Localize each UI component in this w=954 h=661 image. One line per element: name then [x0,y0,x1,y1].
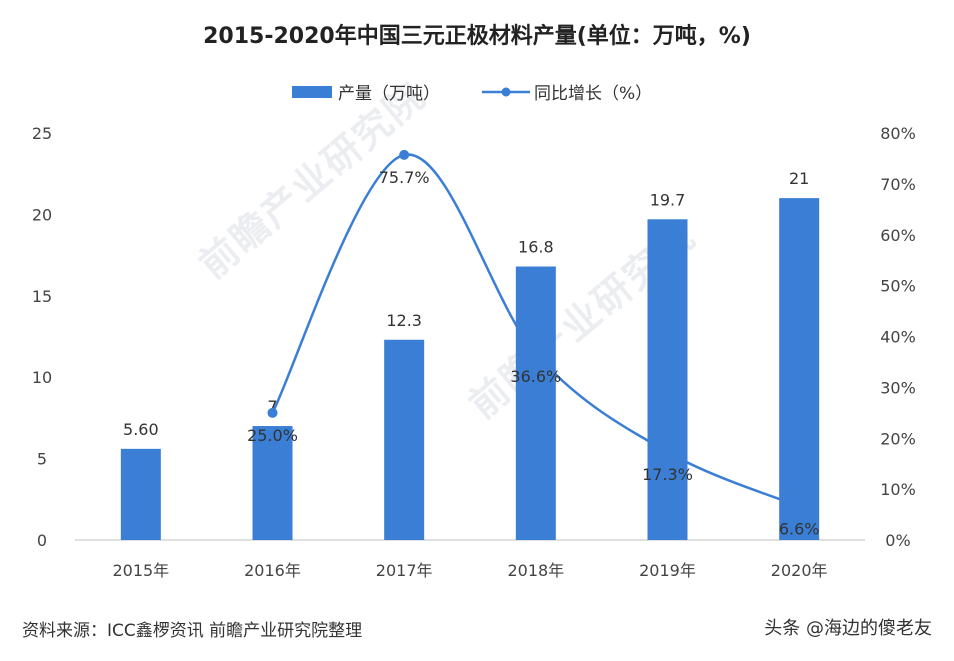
legend-bar-swatch [292,86,332,98]
growth-value-label: 17.3% [642,465,693,484]
legend-line-label: 同比增长（%） [534,84,652,104]
bar [779,198,820,540]
right-axis-tick-label: 50% [880,277,916,296]
credit-text: 头条 @海边的傻老友 [764,618,932,639]
source-note: 资料来源：ICC鑫椤资讯 前瞻产业研究院整理 [22,621,363,641]
growth-point [267,407,278,418]
right-axis-tick-label: 10% [880,480,916,499]
growth-value-label: 25.0% [247,426,298,445]
left-axis-tick-label: 10 [32,368,52,387]
left-axis-tick-label: 0 [37,531,47,550]
right-axis-tick-label: 20% [880,429,916,448]
left-axis-tick-label: 5 [37,450,47,469]
x-axis-tick-label: 2018年 [507,561,564,580]
x-axis-tick-label: 2015年 [112,561,169,580]
x-axis-tick-label: 2017年 [376,561,433,580]
right-axis-tick-label: 30% [880,378,916,397]
bar-value-label: 16.8 [518,237,554,256]
bar [515,266,556,540]
x-axis-tick-label: 2016年 [244,561,301,580]
right-axis-tick-label: 0% [885,531,910,550]
x-axis-tick-label: 2019年 [639,561,696,580]
legend-bar-label: 产量（万吨） [338,84,440,104]
bar [120,448,161,540]
growth-value-label: 36.6% [510,367,561,386]
growth-point [530,348,541,359]
growth-line [271,153,800,508]
growth-value-label: 75.7% [379,168,430,187]
growth-point [399,149,410,160]
bar [384,339,425,540]
bar-value-label: 12.3 [386,311,422,330]
growth-value-label: 6.6% [779,519,820,538]
right-axis-tick-label: 40% [880,328,916,347]
chart-title: 2015-2020年中国三元正极材料产量(单位：万吨，%) [203,24,751,49]
right-axis-tick-label: 60% [880,226,916,245]
bar-value-label: 5.60 [123,420,159,439]
bar-value-label: 7 [267,397,277,416]
left-axis-tick-label: 25 [32,124,52,143]
left-axis-tick-label: 20 [32,205,52,224]
bar [252,426,293,540]
left-axis-tick-label: 15 [32,287,52,306]
right-axis-tick-label: 80% [880,124,916,143]
bar [647,219,688,540]
bar-value-label: 19.7 [650,190,686,209]
legend-line-marker [501,87,511,97]
x-axis-tick-label: 2020年 [771,561,828,580]
right-axis-tick-label: 70% [880,175,916,194]
growth-point [662,446,673,457]
bar-value-label: 21 [789,169,809,188]
growth-point [794,501,805,512]
